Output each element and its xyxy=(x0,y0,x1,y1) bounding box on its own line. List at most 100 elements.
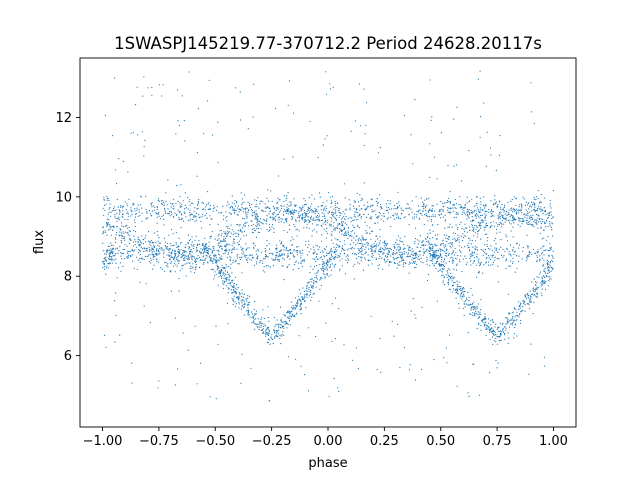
data-point xyxy=(380,203,382,206)
data-point xyxy=(440,244,442,246)
data-point xyxy=(409,261,411,263)
data-point xyxy=(371,198,373,200)
data-point xyxy=(445,244,447,246)
data-point xyxy=(435,245,437,247)
data-point xyxy=(288,315,290,317)
data-point xyxy=(397,323,399,325)
data-point xyxy=(237,235,239,237)
data-point xyxy=(544,271,546,273)
data-point xyxy=(524,204,527,206)
data-point xyxy=(515,320,517,322)
data-point xyxy=(357,262,359,264)
data-point xyxy=(211,257,213,259)
data-point xyxy=(547,225,549,228)
data-point xyxy=(374,250,376,252)
data-point xyxy=(547,250,549,252)
data-point xyxy=(444,227,446,229)
data-point xyxy=(202,248,204,250)
data-point xyxy=(129,250,131,252)
data-point xyxy=(283,249,285,251)
x-tick-label: −0.25 xyxy=(252,434,292,449)
data-point xyxy=(367,264,369,266)
data-point xyxy=(480,203,482,205)
data-point xyxy=(278,253,280,255)
data-point xyxy=(316,214,319,217)
data-point xyxy=(247,257,249,259)
data-point xyxy=(173,265,175,267)
data-point xyxy=(205,257,207,259)
data-point xyxy=(238,234,240,236)
data-point xyxy=(488,257,490,259)
data-point xyxy=(326,232,328,234)
data-point xyxy=(234,242,236,244)
data-point xyxy=(479,214,482,217)
data-point xyxy=(447,254,449,256)
data-point xyxy=(518,316,520,318)
data-point xyxy=(248,209,250,211)
data-point xyxy=(335,209,337,211)
data-point xyxy=(436,203,438,205)
data-point xyxy=(477,209,480,211)
data-point xyxy=(398,261,400,263)
data-point xyxy=(386,218,388,220)
data-point xyxy=(428,197,430,199)
data-point xyxy=(433,253,435,255)
data-point xyxy=(287,265,289,268)
data-point xyxy=(319,257,321,259)
data-point xyxy=(548,280,550,282)
data-point xyxy=(429,143,431,145)
data-point xyxy=(251,231,254,234)
data-point xyxy=(188,258,190,260)
data-point xyxy=(414,243,416,245)
data-point xyxy=(239,258,242,261)
data-point xyxy=(329,211,331,213)
data-point xyxy=(265,220,267,222)
data-point xyxy=(246,217,248,219)
data-point xyxy=(516,211,518,213)
data-point xyxy=(412,250,414,252)
data-point xyxy=(290,205,292,207)
data-point xyxy=(516,267,518,269)
data-point xyxy=(496,367,498,369)
data-point xyxy=(296,246,298,248)
data-point xyxy=(513,218,515,220)
data-point xyxy=(222,240,224,242)
data-point xyxy=(365,230,367,232)
data-point xyxy=(423,252,425,254)
data-point xyxy=(343,232,346,234)
data-point xyxy=(111,257,113,259)
data-point xyxy=(244,255,246,257)
data-point xyxy=(334,201,336,203)
data-point xyxy=(216,269,218,271)
data-point xyxy=(374,210,376,212)
data-point xyxy=(442,240,444,242)
data-point xyxy=(264,219,266,221)
data-point xyxy=(191,251,193,253)
data-point xyxy=(472,228,474,231)
data-point xyxy=(217,162,219,164)
data-point xyxy=(543,254,545,256)
data-point xyxy=(338,211,340,213)
data-point xyxy=(189,220,191,222)
data-point xyxy=(483,325,486,327)
data-point xyxy=(329,83,331,85)
data-point xyxy=(542,218,544,220)
data-point xyxy=(428,250,430,252)
data-point xyxy=(321,269,323,271)
data-point xyxy=(276,334,278,336)
data-point xyxy=(273,231,275,233)
data-point xyxy=(127,219,129,221)
data-point xyxy=(258,323,260,325)
data-point xyxy=(449,191,451,193)
data-point xyxy=(552,235,554,237)
data-point xyxy=(320,276,322,279)
data-point xyxy=(259,262,261,264)
data-point xyxy=(299,250,301,252)
data-point xyxy=(131,382,133,384)
data-point xyxy=(405,207,407,209)
data-point xyxy=(408,246,410,248)
data-point xyxy=(241,198,243,200)
data-point xyxy=(288,80,290,82)
data-point xyxy=(204,258,206,260)
data-point xyxy=(119,206,122,208)
